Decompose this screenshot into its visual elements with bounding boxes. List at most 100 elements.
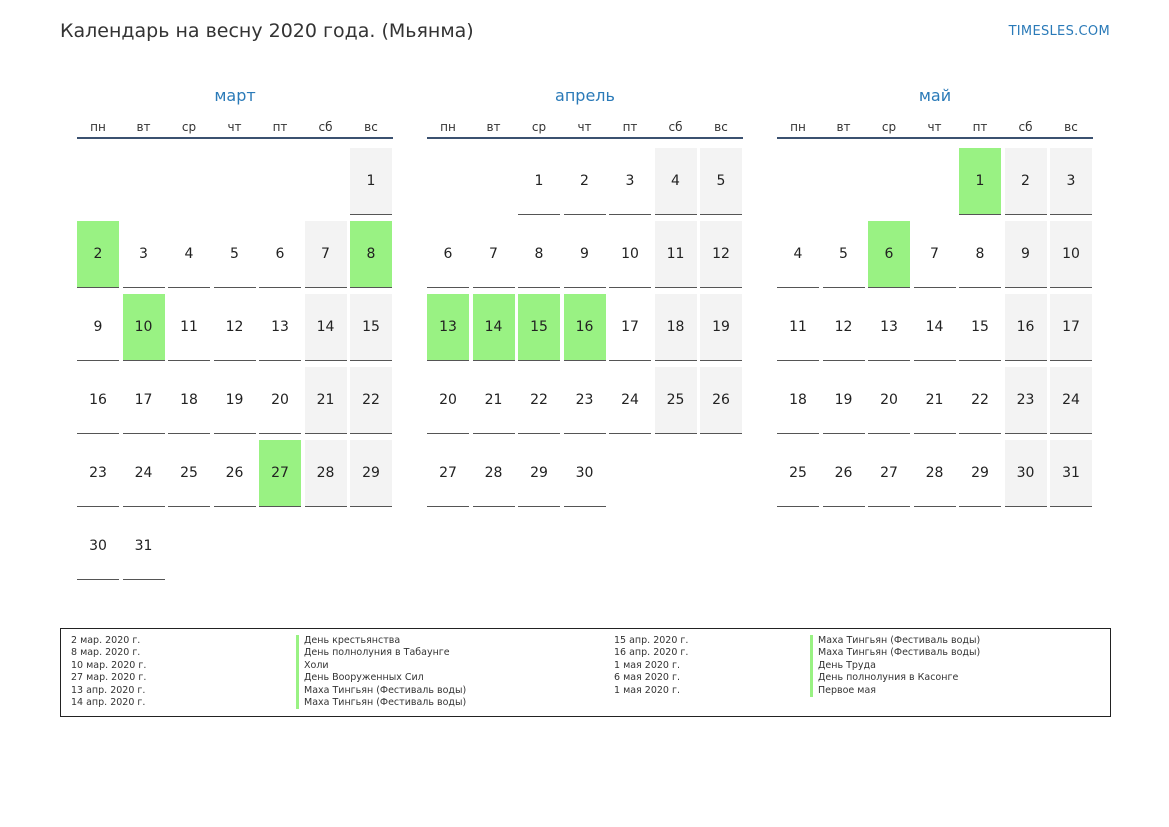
day-cell: 18 [168, 367, 210, 434]
day-cell: 2 [1004, 148, 1047, 215]
day-cell: 11 [168, 294, 210, 361]
weekday-label: вс [714, 120, 728, 134]
day-cell: 24 [609, 367, 651, 434]
day-cell: 16 [563, 294, 606, 361]
day-cell: 19 [700, 294, 742, 361]
weekday-label: пн [790, 120, 806, 134]
day-cell: 14 [304, 294, 347, 361]
day-cell: 4 [777, 221, 819, 288]
day-cell: 2 [77, 221, 119, 288]
day-cell: 14 [913, 294, 956, 361]
day-cell: 25 [168, 440, 210, 507]
month-name: март [214, 86, 256, 105]
legend-holiday-name: День крестьянства [296, 635, 466, 648]
day-cell: 27 [868, 440, 910, 507]
day-cell: 23 [77, 440, 119, 507]
day-cell: 28 [472, 440, 515, 507]
day-cell: 2 [563, 148, 606, 215]
day-cell: 27 [427, 440, 469, 507]
day-cell: 12 [700, 221, 742, 288]
month-name: апрель [555, 86, 615, 105]
weekday-label: вс [1064, 120, 1078, 134]
day-cell: 24 [122, 440, 165, 507]
day-cell: 19 [213, 367, 256, 434]
day-cell: 11 [654, 221, 697, 288]
day-cell: 16 [1004, 294, 1047, 361]
legend-holiday-name: Маха Тингьян (Фестиваль воды) [810, 647, 980, 660]
day-cell: 18 [777, 367, 819, 434]
weekday-header: пн вт ср чт пт сб вс [427, 117, 743, 139]
day-cell: 22 [350, 367, 392, 434]
weekday-label: пт [272, 120, 288, 134]
legend-holiday-name: Маха Тингьян (Фестиваль воды) [296, 684, 466, 697]
day-cell: 20 [259, 367, 301, 434]
weekday-label: вс [364, 120, 378, 134]
day-cell: 29 [959, 440, 1001, 507]
day-cell: 8 [350, 221, 392, 288]
day-cell: 3 [1050, 148, 1092, 215]
day-cell: 1 [959, 148, 1001, 215]
day-cell: 22 [518, 367, 560, 434]
day-cell: 25 [777, 440, 819, 507]
legend-holiday-name: День полнолуния в Табаунге [296, 647, 466, 660]
legend-names-right: Маха Тингьян (Фестиваль воды) Маха Тингья… [810, 635, 980, 697]
weekday-label: пн [90, 120, 106, 134]
day-cell: 13 [868, 294, 910, 361]
weekday-label: вт [836, 120, 851, 134]
month-name: май [918, 86, 952, 105]
day-cell: 8 [959, 221, 1001, 288]
legend-date: 8 мар. 2020 г. [71, 647, 141, 659]
day-cell: 4 [654, 148, 697, 215]
day-cell: 29 [518, 440, 560, 507]
legend-date: 1 мая 2020 г. [614, 684, 680, 696]
weekday-label: ср [881, 120, 897, 134]
day-cell: 9 [563, 221, 606, 288]
legend-dates-right: 15 апр. 2020 г. 16 апр. 2020 г. 1 мая 2020… [614, 635, 688, 697]
day-cell: 27 [259, 440, 301, 507]
day-cell: 7 [304, 221, 347, 288]
day-cell: 7 [913, 221, 956, 288]
day-cell: 9 [77, 294, 119, 361]
day-cell: 25 [654, 367, 697, 434]
legend-holiday-name: День Труда [810, 659, 980, 673]
weekday-label: чт [227, 120, 242, 134]
legend-date: 14 апр. 2020 г. [71, 696, 146, 708]
day-cell: 6 [259, 221, 301, 288]
day-cell: 18 [654, 294, 697, 361]
day-cell: 13 [427, 294, 469, 361]
holiday-legend: 2 мар. 2020 г. 8 мар. 2020 г. 10 мар. 2020… [60, 628, 1111, 717]
day-cell: 24 [1050, 367, 1092, 434]
day-cell: 30 [563, 440, 606, 507]
weekday-header: пн вт ср чт пт сб вс [777, 117, 1093, 139]
day-cell: 23 [1004, 367, 1047, 434]
day-cell: 15 [959, 294, 1001, 361]
weekday-label: ср [181, 120, 197, 134]
day-cell: 1 [350, 148, 392, 215]
site-link[interactable]: TIMESLES.COM [1008, 24, 1110, 39]
day-cell: 15 [350, 294, 392, 361]
day-cell: 3 [122, 221, 165, 288]
day-cell: 26 [700, 367, 742, 434]
day-cell: 23 [563, 367, 606, 434]
month-2: апрель пн вт ср чт пт сб вс 1 2 3 4 5 6 7 8 9 10 11 12 13 14 1… [427, 84, 743, 507]
day-cell: 30 [77, 513, 119, 580]
legend-holiday-name: Маха Тингьян (Фестиваль воды) [296, 696, 466, 710]
day-cell: 3 [609, 148, 651, 215]
day-cell: 17 [122, 367, 165, 434]
day-cell: 17 [609, 294, 651, 361]
day-cell: 5 [822, 221, 865, 288]
day-cell: 31 [122, 513, 165, 580]
day-cell: 11 [777, 294, 819, 361]
day-cell: 5 [700, 148, 742, 215]
legend-date: 15 апр. 2020 г. [614, 635, 689, 646]
day-cell: 31 [1050, 440, 1092, 507]
legend-date: 16 апр. 2020 г. [614, 647, 689, 659]
day-cell: 26 [213, 440, 256, 507]
day-cell: 1 [518, 148, 560, 215]
day-cell: 13 [259, 294, 301, 361]
day-cell: 17 [1050, 294, 1092, 361]
weekday-label: пн [440, 120, 456, 134]
day-cell: 10 [1050, 221, 1092, 288]
legend-holiday-name: День полнолуния в Касонге [810, 672, 980, 685]
legend-dates-left: 2 мар. 2020 г. 8 мар. 2020 г. 10 мар. 2020… [71, 635, 146, 709]
